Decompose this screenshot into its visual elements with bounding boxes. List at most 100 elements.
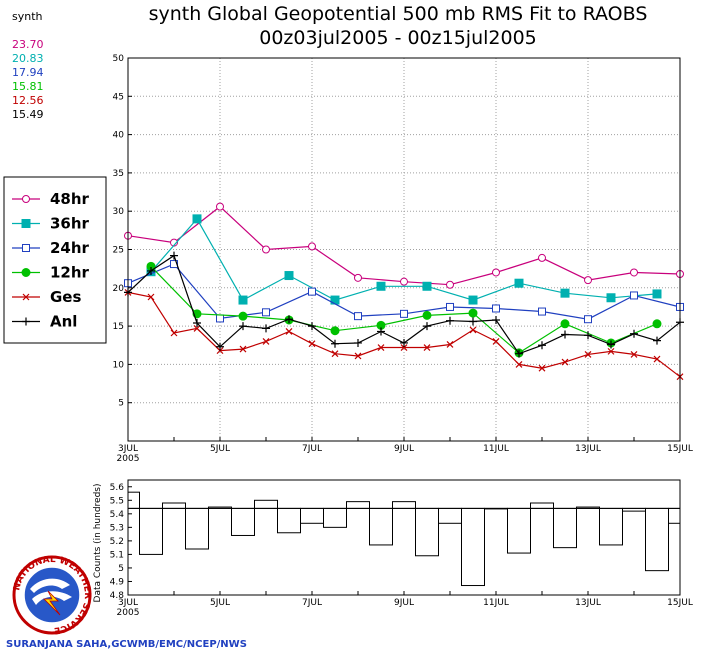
stat-24hr: 17.94 xyxy=(12,66,44,79)
legend-marker-anl xyxy=(22,317,30,326)
stat-12hr: 15.81 xyxy=(12,80,44,93)
y-tick-label: 35 xyxy=(113,169,124,179)
point-ges xyxy=(561,358,569,366)
count-bar xyxy=(553,507,577,549)
point-36hr xyxy=(284,271,294,281)
stats-label: synth xyxy=(12,10,43,23)
y-tick-label: 15 xyxy=(113,322,124,332)
count-x-tick-label: 9JUL xyxy=(394,598,414,608)
count-bar xyxy=(277,507,301,534)
point-48hr xyxy=(630,268,638,277)
point-ges xyxy=(377,344,385,351)
count-y-tick-label: 4.8 xyxy=(110,591,125,601)
point-48hr xyxy=(492,268,500,277)
count-x-tick-label: 7JUL xyxy=(302,598,322,608)
legend-label-ges: Ges xyxy=(50,288,81,306)
point-24hr xyxy=(216,314,224,323)
point-anl xyxy=(400,338,408,347)
point-ges xyxy=(239,345,247,353)
point-ges xyxy=(469,326,477,334)
count-bar xyxy=(599,507,623,546)
count-y-tick-label: 4.9 xyxy=(110,577,125,587)
point-24hr xyxy=(400,309,408,318)
point-anl xyxy=(239,322,247,331)
count-y-tick-label: 5.4 xyxy=(110,510,125,520)
point-anl xyxy=(216,342,224,351)
point-ges xyxy=(400,344,408,351)
count-bar xyxy=(346,501,370,509)
count-ylabel: Data Counts (in hundreds) xyxy=(93,484,103,603)
point-ges xyxy=(262,337,270,345)
point-24hr xyxy=(492,304,500,313)
point-ges xyxy=(515,360,523,368)
point-ges xyxy=(193,324,201,332)
stat-ges: 12.56 xyxy=(12,94,44,107)
stats-block: synth 23.70 20.83 17.94 15.81 12.56 15.4… xyxy=(12,10,44,121)
point-ges xyxy=(446,341,454,348)
legend-item-24hr: 24hr xyxy=(12,239,90,257)
point-24hr xyxy=(354,312,362,321)
point-anl xyxy=(262,324,270,333)
legend-marker-12hr xyxy=(21,268,31,277)
x-tick-label: 5JUL xyxy=(210,444,230,454)
point-anl xyxy=(331,339,339,348)
y-tick-label: 5 xyxy=(118,399,124,409)
y-tick-label: 50 xyxy=(113,54,125,64)
point-24hr xyxy=(538,307,546,316)
legend-item-48hr: 48hr xyxy=(12,190,90,208)
point-12hr xyxy=(468,308,478,318)
point-36hr xyxy=(560,288,570,298)
point-ges xyxy=(538,364,546,372)
legend-box xyxy=(3,176,107,344)
count-bar xyxy=(300,507,324,524)
point-anl xyxy=(354,338,362,347)
main-plot: 5 10 15 20 25 30 35 40 45 50 3JUL 5JUL 7JUL 9JUL 11JU… xyxy=(113,54,693,464)
series-36hr xyxy=(146,214,662,305)
series-line-36hr xyxy=(150,217,658,301)
series-line-12hr xyxy=(150,265,658,354)
series-48hr xyxy=(124,202,684,289)
point-36hr xyxy=(606,293,616,303)
stat-36hr: 20.83 xyxy=(12,52,44,65)
point-ges xyxy=(170,329,178,337)
point-24hr xyxy=(584,315,592,324)
x-tick-label: 3JUL xyxy=(118,444,138,454)
count-x-year-label: 2005 xyxy=(117,608,140,618)
count-bar xyxy=(415,507,439,557)
point-ges xyxy=(630,351,638,358)
point-anl xyxy=(607,340,615,349)
count-bar xyxy=(507,507,531,554)
point-24hr xyxy=(630,291,638,300)
count-y-tick-label: 5.1 xyxy=(110,550,124,560)
chart-subtitle: 00z03jul2005 - 00z15jul2005 xyxy=(259,27,537,49)
point-anl xyxy=(285,315,293,324)
point-48hr xyxy=(354,273,362,282)
count-x-tick-label: 5JUL xyxy=(210,598,230,608)
count-x-tick-label: 11JUL xyxy=(483,598,509,608)
legend-item-ges: Ges xyxy=(12,288,81,306)
point-anl xyxy=(492,315,500,324)
y-tick-label: 45 xyxy=(113,92,124,102)
x-tick-label: 9JUL xyxy=(394,444,414,454)
legend-label-48hr: 48hr xyxy=(50,190,90,208)
point-12hr xyxy=(330,326,340,336)
count-y-tick-label: 5.3 xyxy=(110,523,124,533)
count-bar xyxy=(461,507,485,587)
point-ges xyxy=(653,355,661,363)
legend-item-12hr: 12hr xyxy=(12,264,90,282)
lightning-icon xyxy=(43,590,61,616)
point-anl xyxy=(515,349,523,358)
nws-logo: NATIONAL WEATHER SERVICE xyxy=(12,555,92,635)
legend-label-anl: Anl xyxy=(50,313,77,331)
point-anl xyxy=(561,330,569,339)
count-bar xyxy=(185,507,209,550)
y-tick-label: 10 xyxy=(113,360,125,370)
point-12hr xyxy=(652,319,662,329)
point-ges xyxy=(308,340,316,348)
x-tick-label: 13JUL xyxy=(575,444,601,454)
point-48hr xyxy=(446,280,454,289)
y-tick-label: 25 xyxy=(113,246,124,256)
point-anl xyxy=(446,316,454,325)
point-anl xyxy=(469,317,477,326)
